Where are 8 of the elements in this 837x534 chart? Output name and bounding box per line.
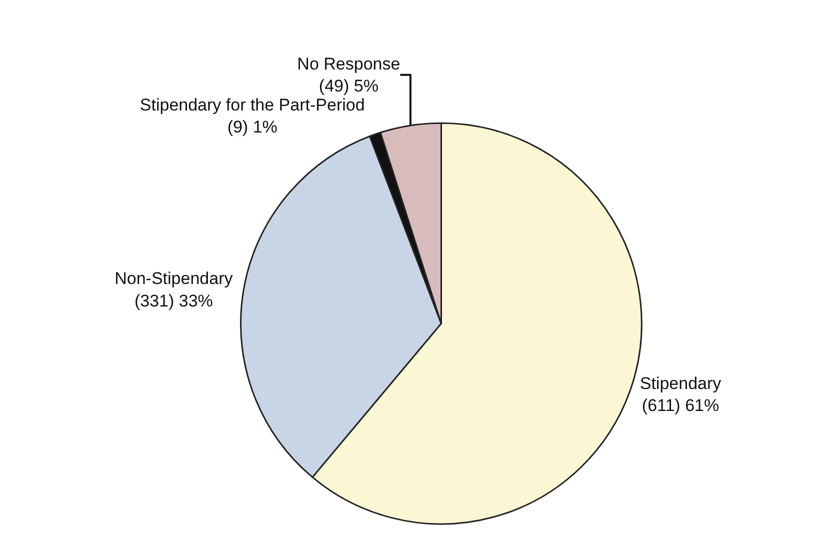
data-label: (9) 1% (227, 118, 278, 137)
slice-label: No Response (297, 54, 400, 74)
data-label: (49) 5% (318, 76, 378, 96)
data-label: (611) 61% (642, 396, 720, 415)
slice-label: Stipendary for the Part-Period (140, 95, 365, 114)
slice-label: Non-Stipendary (114, 269, 234, 288)
slice-label: Stipendary (640, 374, 722, 393)
data-label: (331) 33% (134, 291, 213, 310)
